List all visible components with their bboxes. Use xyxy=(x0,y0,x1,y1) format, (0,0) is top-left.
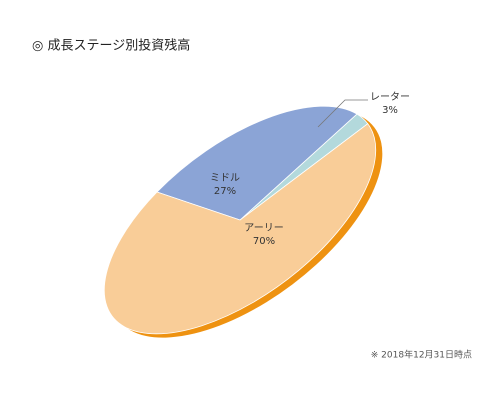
pie xyxy=(103,105,383,338)
pie-slice xyxy=(103,123,377,335)
pie-slice xyxy=(156,105,358,221)
slice-value-label: 70% xyxy=(253,236,275,247)
slice-label: ミドル xyxy=(210,173,240,184)
slice-value-label: 27% xyxy=(214,186,236,197)
slice-label: アーリー xyxy=(244,223,283,234)
leader-line xyxy=(317,99,368,128)
slice-value-label: 3% xyxy=(382,105,398,116)
footnote: ※ 2018年12月31日時点 xyxy=(371,349,472,361)
slice-label: レーター xyxy=(370,91,410,103)
chart-title: ◎ 成長ステージ別投資残高 xyxy=(32,38,190,54)
